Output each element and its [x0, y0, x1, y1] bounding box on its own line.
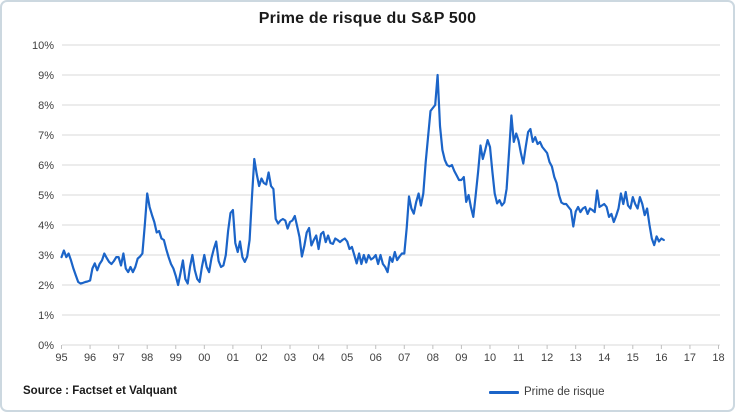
x-axis-label: 14 [598, 352, 610, 364]
x-axis-label: 07 [398, 352, 410, 364]
x-axis-label: 15 [627, 352, 639, 364]
series-line [60, 73, 665, 287]
x-axis-label: 11 [513, 352, 524, 364]
y-axis-label: 7% [38, 130, 54, 142]
x-axis-label: 03 [284, 352, 296, 364]
y-axis-label: 4% [38, 220, 54, 232]
x-axis-label: 01 [227, 352, 239, 364]
y-axis-label: 3% [38, 250, 54, 262]
legend-label: Prime de risque [524, 386, 605, 398]
x-axis-label: 98 [141, 352, 153, 364]
y-axis-label: 0% [38, 340, 54, 352]
y-axis-label: 6% [38, 160, 54, 172]
x-axis-label: 17 [684, 352, 696, 364]
y-axis-label: 1% [38, 310, 54, 322]
x-axis-label: 97 [113, 352, 125, 364]
x-axis-label: 99 [170, 352, 182, 364]
x-axis-label: 16 [655, 352, 667, 364]
legend-line-swatch [489, 390, 519, 394]
x-axis-label: 04 [312, 352, 324, 364]
y-axis-label: 8% [38, 100, 54, 112]
x-axis-label: 95 [55, 352, 67, 364]
y-axis-label: 10% [32, 40, 54, 52]
source-note: Source : Factset et Valquant [23, 385, 178, 397]
x-axis-label: 02 [255, 352, 267, 364]
chart-title: Prime de risque du S&P 500 [258, 10, 477, 27]
y-axis-label: 5% [38, 190, 54, 202]
x-axis-label: 00 [198, 352, 210, 364]
x-axis-label: 18 [712, 352, 724, 364]
x-axis-label: 13 [570, 352, 582, 364]
x-axis-label: 06 [370, 352, 382, 364]
x-axis-label: 10 [484, 352, 496, 364]
legend: Prime de risque [489, 386, 605, 398]
x-axis-label: 09 [455, 352, 467, 364]
x-axis-label: 08 [427, 352, 439, 364]
x-axis-label: 96 [84, 352, 96, 364]
x-axis-label: 12 [541, 352, 553, 364]
y-axis-label: 9% [38, 70, 54, 82]
y-axis-label: 2% [38, 280, 54, 292]
x-axis-label: 05 [341, 352, 353, 364]
